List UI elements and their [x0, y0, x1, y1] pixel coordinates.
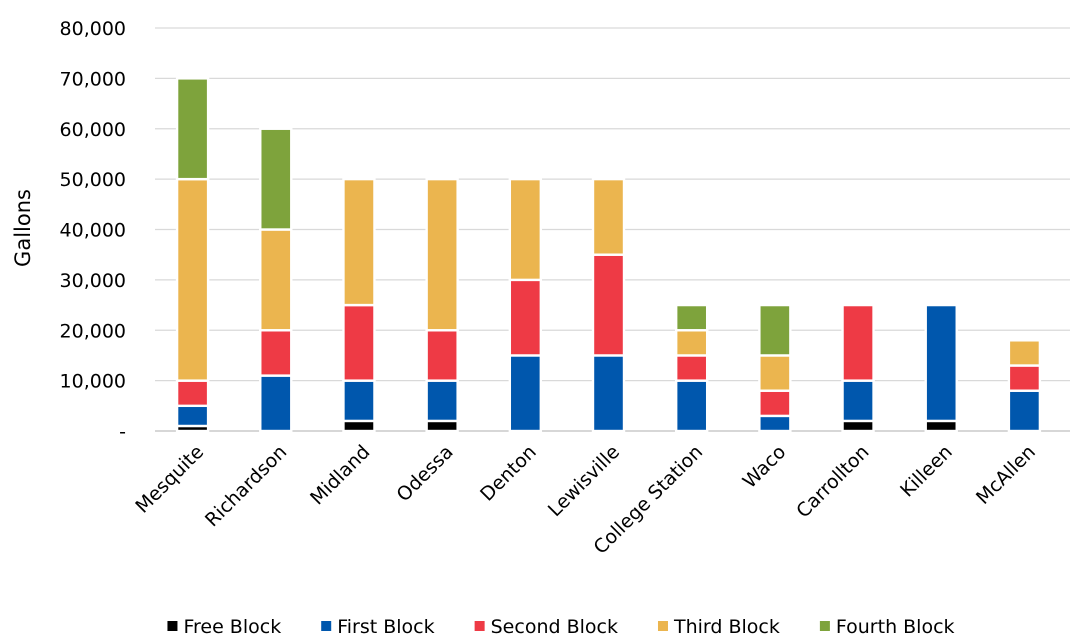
legend-label: First Block — [337, 616, 434, 638]
bar-segment-second-block — [175, 379, 210, 408]
y-tick-label: - — [119, 421, 126, 443]
bar-segment-second-block — [508, 278, 543, 357]
x-category-label: Odessa — [393, 441, 458, 506]
bar-segment-first-block — [1007, 389, 1042, 433]
bar-segment-first-block — [758, 414, 792, 433]
x-category-label: Richardson — [201, 441, 291, 531]
bar-segment-fourth-block — [175, 77, 210, 181]
legend-swatch — [474, 621, 485, 631]
bar-segment-second-block — [425, 329, 459, 382]
bar-segment-third-block — [1007, 339, 1042, 367]
x-category-label: Denton — [476, 441, 541, 506]
legend: Free Block First Block Second Block Third B… — [167, 616, 955, 638]
legend-swatch — [657, 621, 668, 631]
legend-swatch — [167, 621, 178, 631]
x-category-label: Killeen — [896, 441, 957, 502]
y-tick-label: 10,000 — [60, 371, 126, 393]
x-category-label: Carrollton — [792, 441, 873, 522]
bar-segment-third-block — [508, 177, 543, 282]
bar-segment-fourth-block — [758, 303, 792, 357]
legend-swatch — [321, 621, 332, 631]
bar-segment-fourth-block — [259, 127, 293, 231]
legend-item: Third Block — [657, 616, 780, 638]
bar-segment-fourth-block — [674, 303, 709, 332]
bar-segment-first-block — [841, 379, 875, 423]
bar-segment-second-block — [342, 303, 376, 382]
x-category-label: Waco — [739, 441, 791, 493]
legend-item: First Block — [321, 616, 435, 638]
bar-segment-third-block — [259, 228, 293, 332]
y-axis-tick-labels: - 10,000 20,000 30,000 40,000 50,000 60,000 70,… — [60, 18, 126, 443]
y-axis-title: Gallons — [11, 189, 35, 267]
y-tick-label: 80,000 — [60, 18, 126, 40]
legend-swatch — [819, 621, 830, 631]
y-tick-label: 50,000 — [60, 169, 126, 191]
x-category-label: Mesquite — [131, 441, 208, 518]
legend-label: Third Block — [673, 616, 780, 638]
y-tick-label: 40,000 — [60, 220, 126, 242]
bar-segment-first-block — [425, 379, 459, 423]
bar-segment-second-block — [259, 329, 293, 377]
bars — [175, 77, 1042, 433]
bar-segment-first-block — [591, 354, 626, 433]
bar-segment-third-block — [175, 177, 210, 382]
legend-item: Fourth Block — [819, 616, 955, 638]
y-tick-label: 70,000 — [60, 68, 126, 90]
y-tick-label: 60,000 — [60, 119, 126, 141]
bar-segment-first-block — [924, 303, 958, 423]
x-category-label: Midland — [306, 441, 374, 509]
x-category-label: Lewisville — [544, 441, 624, 521]
bar-segment-second-block — [591, 253, 626, 357]
bar-segment-third-block — [674, 329, 709, 357]
bar-segment-free-block — [841, 419, 875, 433]
bar-segment-first-block — [342, 379, 376, 423]
bar-segment-second-block — [758, 389, 792, 418]
bar-segment-first-block — [259, 374, 293, 433]
bar-segment-third-block — [758, 354, 792, 392]
legend-label: Fourth Block — [836, 616, 955, 638]
bar-segment-second-block — [841, 303, 875, 382]
bar-segment-second-block — [674, 354, 709, 382]
legend-item: Second Block — [474, 616, 618, 638]
bar-segment-third-block — [342, 177, 376, 307]
bar-segment-third-block — [425, 177, 459, 332]
bar-segment-free-block — [924, 419, 958, 433]
bar-segment-first-block — [674, 379, 709, 433]
legend-label: Free Block — [183, 616, 281, 638]
bar-segment-first-block — [175, 404, 210, 428]
bar-segment-free-block — [342, 419, 376, 433]
x-category-label: McAllen — [972, 441, 1040, 509]
legend-item: Free Block — [167, 616, 281, 638]
y-tick-label: 30,000 — [60, 270, 126, 292]
bar-segment-free-block — [425, 419, 459, 433]
bar-segment-second-block — [1007, 364, 1042, 392]
legend-label: Second Block — [491, 616, 618, 638]
bar-segment-third-block — [591, 177, 626, 256]
y-tick-label: 20,000 — [60, 320, 126, 342]
bar-segment-first-block — [508, 354, 543, 433]
